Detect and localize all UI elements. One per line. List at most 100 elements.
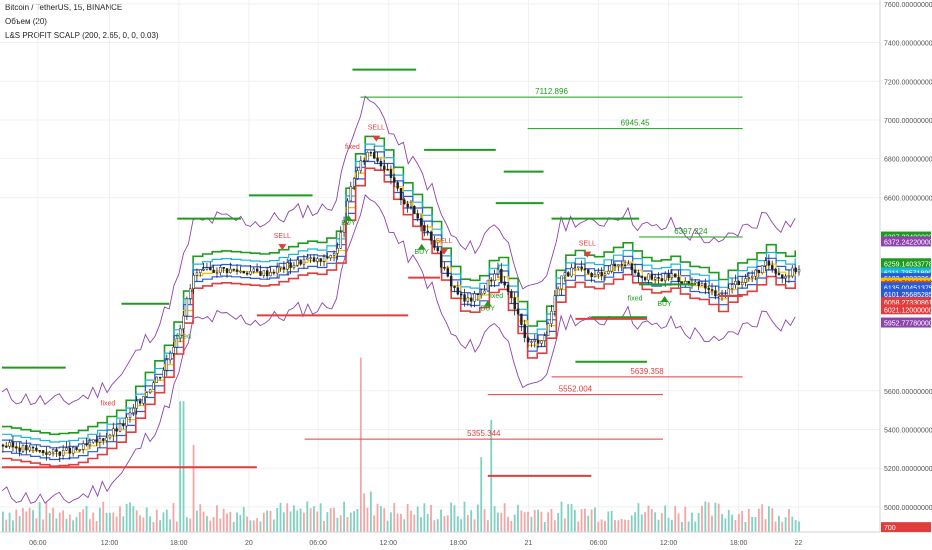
signal-marker-label: fixed <box>488 293 503 300</box>
candle-body <box>175 338 179 348</box>
candle-body <box>249 271 252 275</box>
candle-body <box>774 268 777 274</box>
volume-bar <box>724 518 727 532</box>
candle-body <box>162 369 165 378</box>
price-label-text: 6135.00451375 <box>884 285 932 292</box>
candle-body <box>362 160 366 162</box>
candle-body <box>643 277 647 281</box>
candle-body <box>627 263 630 266</box>
volume-bar <box>349 512 352 532</box>
volume-bar <box>717 503 720 532</box>
volume-bar <box>109 512 111 532</box>
candle-body <box>761 265 764 274</box>
candle-body <box>349 186 353 202</box>
candle-body <box>486 279 490 292</box>
volume-bar <box>510 520 513 532</box>
volume-bar <box>781 521 784 532</box>
candle-body <box>557 288 560 296</box>
volume-bar <box>463 501 466 532</box>
candle-body <box>292 264 296 268</box>
candle-body <box>78 449 82 451</box>
volume-indicator-title: Объем (20) <box>5 17 47 26</box>
candle-body <box>650 273 654 280</box>
signal-marker-label: SELL <box>274 233 291 240</box>
candle-body <box>265 270 269 277</box>
candle-body <box>185 298 189 317</box>
volume-bar <box>346 517 349 532</box>
candle-body <box>700 283 704 286</box>
volume-bar <box>741 511 744 532</box>
candle-body <box>142 396 145 404</box>
candle-body <box>536 339 540 344</box>
candle-body <box>694 281 697 284</box>
buy-arrow-icon <box>344 214 353 221</box>
volume-bar <box>788 509 790 532</box>
volume-bar <box>353 511 356 532</box>
volume-bar <box>500 512 503 532</box>
candle-body <box>132 407 135 413</box>
volume-bar <box>216 505 218 532</box>
volume-bar <box>704 501 707 532</box>
signal-level-label: 7112.896 <box>535 87 568 96</box>
volume-bar <box>212 517 215 532</box>
candle-body <box>61 450 65 456</box>
candle-body <box>45 452 48 455</box>
volume-bar <box>22 508 24 532</box>
volume-bar <box>359 357 362 532</box>
candle-body <box>791 267 794 277</box>
volume-bar <box>751 516 754 532</box>
volume-bar <box>115 516 118 532</box>
candle-body <box>389 169 393 178</box>
signal-marker-label: fixed <box>101 400 116 407</box>
volume-bar <box>68 514 71 532</box>
volume-bar <box>28 507 31 532</box>
candle-body <box>396 182 399 189</box>
volume-bar <box>761 504 764 532</box>
volume-bar <box>747 508 750 532</box>
candle-body <box>35 447 38 451</box>
candle-body <box>764 260 767 266</box>
volume-bar <box>15 509 18 532</box>
candle-body <box>235 269 239 272</box>
candle-body <box>516 308 520 315</box>
volume-bar <box>734 520 737 532</box>
volume-bar <box>550 508 553 532</box>
time-tick-label: 21 <box>525 540 533 547</box>
candle-body <box>125 417 128 427</box>
volume-bar <box>630 515 633 532</box>
candle-body <box>590 273 593 278</box>
volume-bar <box>32 510 34 532</box>
volume-bar <box>42 519 44 532</box>
volume-bar <box>85 505 88 532</box>
candle-body <box>794 267 797 273</box>
volume-bar <box>339 515 342 532</box>
candle-body <box>740 282 744 286</box>
volume-bar <box>691 512 693 532</box>
volume-bar <box>694 521 697 532</box>
volume-bar <box>540 511 543 532</box>
candle-body <box>523 324 526 338</box>
volume-bar <box>102 501 105 532</box>
volume-bar <box>343 501 345 532</box>
volume-bar <box>677 513 680 532</box>
candle-body <box>633 269 637 273</box>
volume-bar <box>707 502 710 532</box>
volume-bar <box>530 516 533 532</box>
candle-body <box>322 256 326 262</box>
signal-marker-label: fixed <box>628 295 643 302</box>
candle-body <box>436 247 439 252</box>
price-tick-label: 5200.00000000 <box>884 466 932 473</box>
candle-body <box>195 272 199 276</box>
volume-bar <box>771 508 774 532</box>
candle-body <box>205 267 209 270</box>
time-tick-label: 12:00 <box>379 540 397 547</box>
candle-body <box>1 444 5 447</box>
volume-bar <box>533 509 536 532</box>
candle-body <box>533 339 536 342</box>
volume-bar <box>513 514 516 532</box>
signal-marker-label: fixed <box>345 144 360 151</box>
volume-bar <box>660 513 663 532</box>
volume-bar <box>2 511 4 532</box>
volume-bar <box>570 504 573 532</box>
